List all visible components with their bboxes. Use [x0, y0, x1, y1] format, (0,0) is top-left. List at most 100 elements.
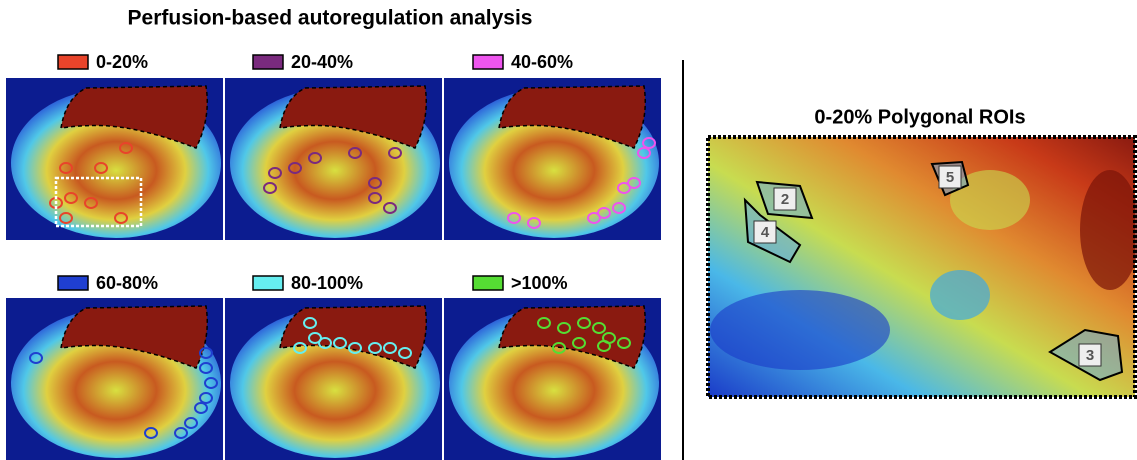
blob — [710, 290, 890, 370]
roi-circle — [592, 322, 606, 334]
roi-circle — [612, 202, 626, 214]
roi-circle — [288, 162, 302, 174]
blob — [930, 270, 990, 320]
boundary — [279, 305, 427, 369]
panels: 0-20% 20-40% 40-60% 60-80% 80-100% >100% — [6, 52, 661, 460]
roi-label: 2 — [781, 191, 789, 208]
scan-panel — [6, 78, 223, 240]
roi-circle — [507, 212, 521, 224]
roi-circle — [642, 137, 656, 149]
hot-region — [499, 306, 646, 368]
roi-circle — [29, 352, 43, 364]
roi-label-box — [753, 220, 777, 244]
scan-panel — [225, 298, 442, 460]
legend-swatch — [57, 275, 89, 291]
roi-circle — [293, 342, 307, 354]
roi-circle — [199, 392, 213, 404]
zoom-box — [54, 176, 143, 228]
legend-swatch — [472, 54, 504, 70]
hot-region — [61, 306, 208, 368]
boundary — [279, 85, 427, 149]
blob — [950, 170, 1030, 230]
roi-circle — [383, 342, 397, 354]
roi-circle — [572, 337, 586, 349]
roi-circle — [84, 197, 98, 209]
roi-circle — [59, 162, 73, 174]
roi-label-box — [1078, 343, 1102, 367]
blob — [1080, 170, 1137, 290]
legend-label: >100% — [511, 273, 568, 293]
roi-circle — [194, 402, 208, 414]
legend-swatch — [252, 275, 284, 291]
scan-panel — [225, 78, 442, 240]
legend-swatch — [57, 54, 89, 70]
roi-circle — [94, 162, 108, 174]
roi-circle — [59, 212, 73, 224]
roi-circle — [597, 207, 611, 219]
scan-panel — [444, 78, 661, 240]
boundary — [498, 85, 646, 149]
roi-circle — [303, 317, 317, 329]
roi-circle — [348, 147, 362, 159]
roi-circle — [617, 182, 631, 194]
roi-circle — [627, 177, 641, 189]
roi-circle — [368, 342, 382, 354]
scan-panel — [6, 298, 223, 460]
roi-circle — [268, 167, 282, 179]
roi-circle — [597, 340, 611, 352]
roi-circle — [552, 342, 566, 354]
roi-circle — [308, 332, 322, 344]
boundary — [498, 305, 646, 369]
roi-circle — [617, 337, 631, 349]
hot-region — [61, 86, 208, 148]
roi-circle — [64, 192, 78, 204]
roi-circle — [114, 212, 128, 224]
roi-circle — [388, 147, 402, 159]
roi-circle — [318, 337, 332, 349]
legend-label: 20-40% — [291, 52, 353, 72]
roi-circle — [368, 192, 382, 204]
roi-circle — [348, 342, 362, 354]
roi-circle — [637, 147, 651, 159]
roi-border — [706, 135, 1137, 399]
roi-label-box — [938, 165, 962, 189]
roi-circle — [557, 322, 571, 334]
roi-label: 5 — [946, 169, 954, 186]
roi-circle — [398, 347, 412, 359]
roi-circle — [577, 317, 591, 329]
boundary — [60, 85, 208, 149]
roi-title: 0-20% Polygonal ROIs — [814, 106, 1025, 128]
roi-circle — [383, 202, 397, 214]
legend-swatch — [472, 275, 504, 291]
hot-region — [280, 86, 427, 148]
roi-view: 0-20% Polygonal ROIs 24 5 3 — [706, 106, 1137, 399]
roi-circle — [308, 152, 322, 164]
legend-swatch — [252, 54, 284, 70]
roi-circle — [537, 317, 551, 329]
roi-polygons: 24 5 3 — [743, 160, 1124, 382]
roi-circle — [333, 337, 347, 349]
roi-circle — [184, 417, 198, 429]
roi-circle — [527, 217, 541, 229]
legend-label: 60-80% — [96, 273, 158, 293]
roi-circle — [368, 177, 382, 189]
roi-circle — [199, 347, 213, 359]
roi-circle — [199, 362, 213, 374]
legend-label: 40-60% — [511, 52, 573, 72]
roi-circle — [263, 182, 277, 194]
legend-label: 0-20% — [96, 52, 148, 72]
roi-label: 3 — [1086, 347, 1094, 364]
boundary — [60, 305, 208, 369]
roi-label: 4 — [761, 224, 770, 241]
roi-label-box — [773, 187, 797, 211]
roi-circle — [119, 142, 133, 154]
scan-panel — [444, 298, 661, 460]
figure-title: Perfusion-based autoregulation analysis — [128, 7, 533, 30]
roi-circle — [174, 427, 188, 439]
roi-circle — [587, 212, 601, 224]
legend-label: 80-100% — [291, 273, 363, 293]
roi-circle — [144, 427, 158, 439]
roi-circle — [204, 377, 218, 389]
hot-region — [499, 86, 646, 148]
